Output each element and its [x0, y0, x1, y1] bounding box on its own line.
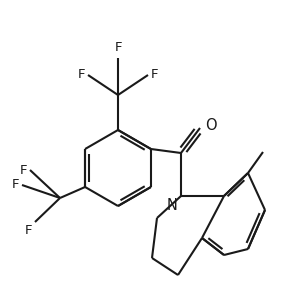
Text: F: F [77, 69, 85, 81]
Text: F: F [114, 41, 122, 54]
Text: F: F [151, 69, 158, 81]
Text: F: F [11, 178, 19, 192]
Text: O: O [205, 119, 217, 133]
Text: N: N [167, 198, 178, 213]
Text: F: F [20, 164, 27, 176]
Text: F: F [24, 224, 32, 237]
